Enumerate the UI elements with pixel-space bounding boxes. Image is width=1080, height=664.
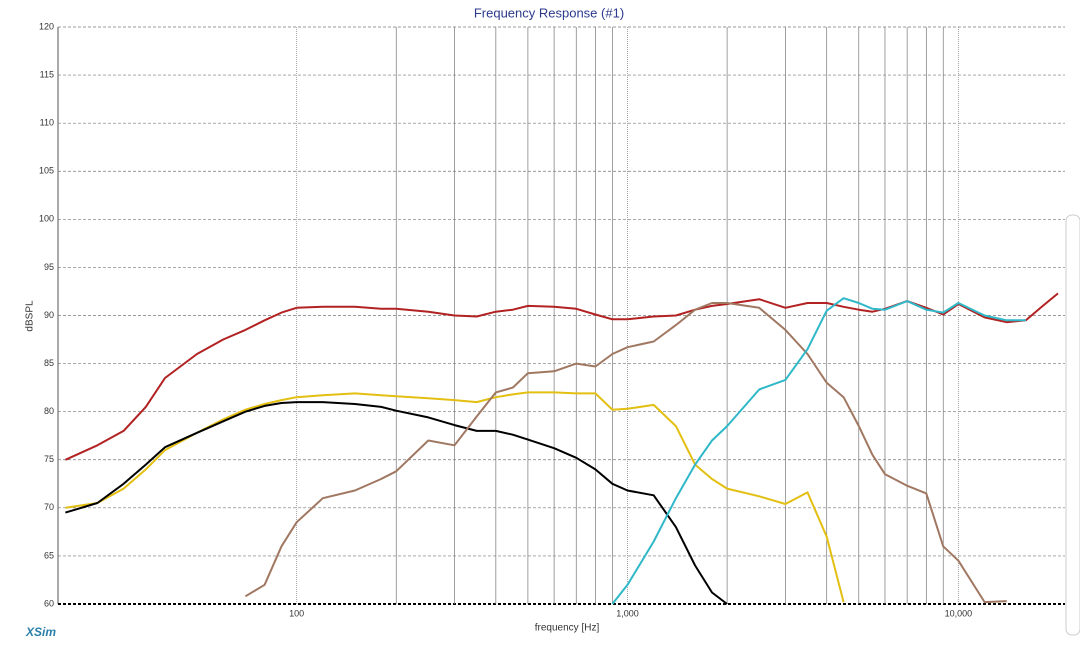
y-tick-label: 90 <box>44 310 54 320</box>
chart-title: Frequency Response (#1) <box>474 5 624 20</box>
y-tick-label: 110 <box>40 118 54 128</box>
y-tick-label: 80 <box>44 406 54 416</box>
series-line <box>65 401 728 605</box>
x-tick-label: 1,000 <box>616 608 639 618</box>
brand-logo: XSim <box>25 625 56 639</box>
y-tick-label: 65 <box>44 550 54 560</box>
y-tick-label: 120 <box>39 21 54 31</box>
x-tick-label: 100 <box>289 608 304 618</box>
series-line <box>65 391 845 603</box>
series-line <box>244 302 1007 604</box>
series-line <box>611 297 1026 605</box>
y-tick-label: 115 <box>40 69 54 79</box>
y-tick-label: 70 <box>44 502 54 512</box>
x-axis-label: frequency [Hz] <box>535 623 600 634</box>
y-tick-label: 95 <box>44 262 54 272</box>
side-panel <box>1065 214 1080 636</box>
x-tick-label: 10,000 <box>945 608 973 618</box>
y-tick-label: 105 <box>39 166 54 176</box>
y-tick-label: 85 <box>44 358 54 368</box>
y-tick-label: 75 <box>44 454 54 464</box>
y-axis-label: dBSPL <box>25 300 36 332</box>
y-tick-label: 100 <box>39 214 54 224</box>
y-tick-label: 60 <box>44 598 54 608</box>
